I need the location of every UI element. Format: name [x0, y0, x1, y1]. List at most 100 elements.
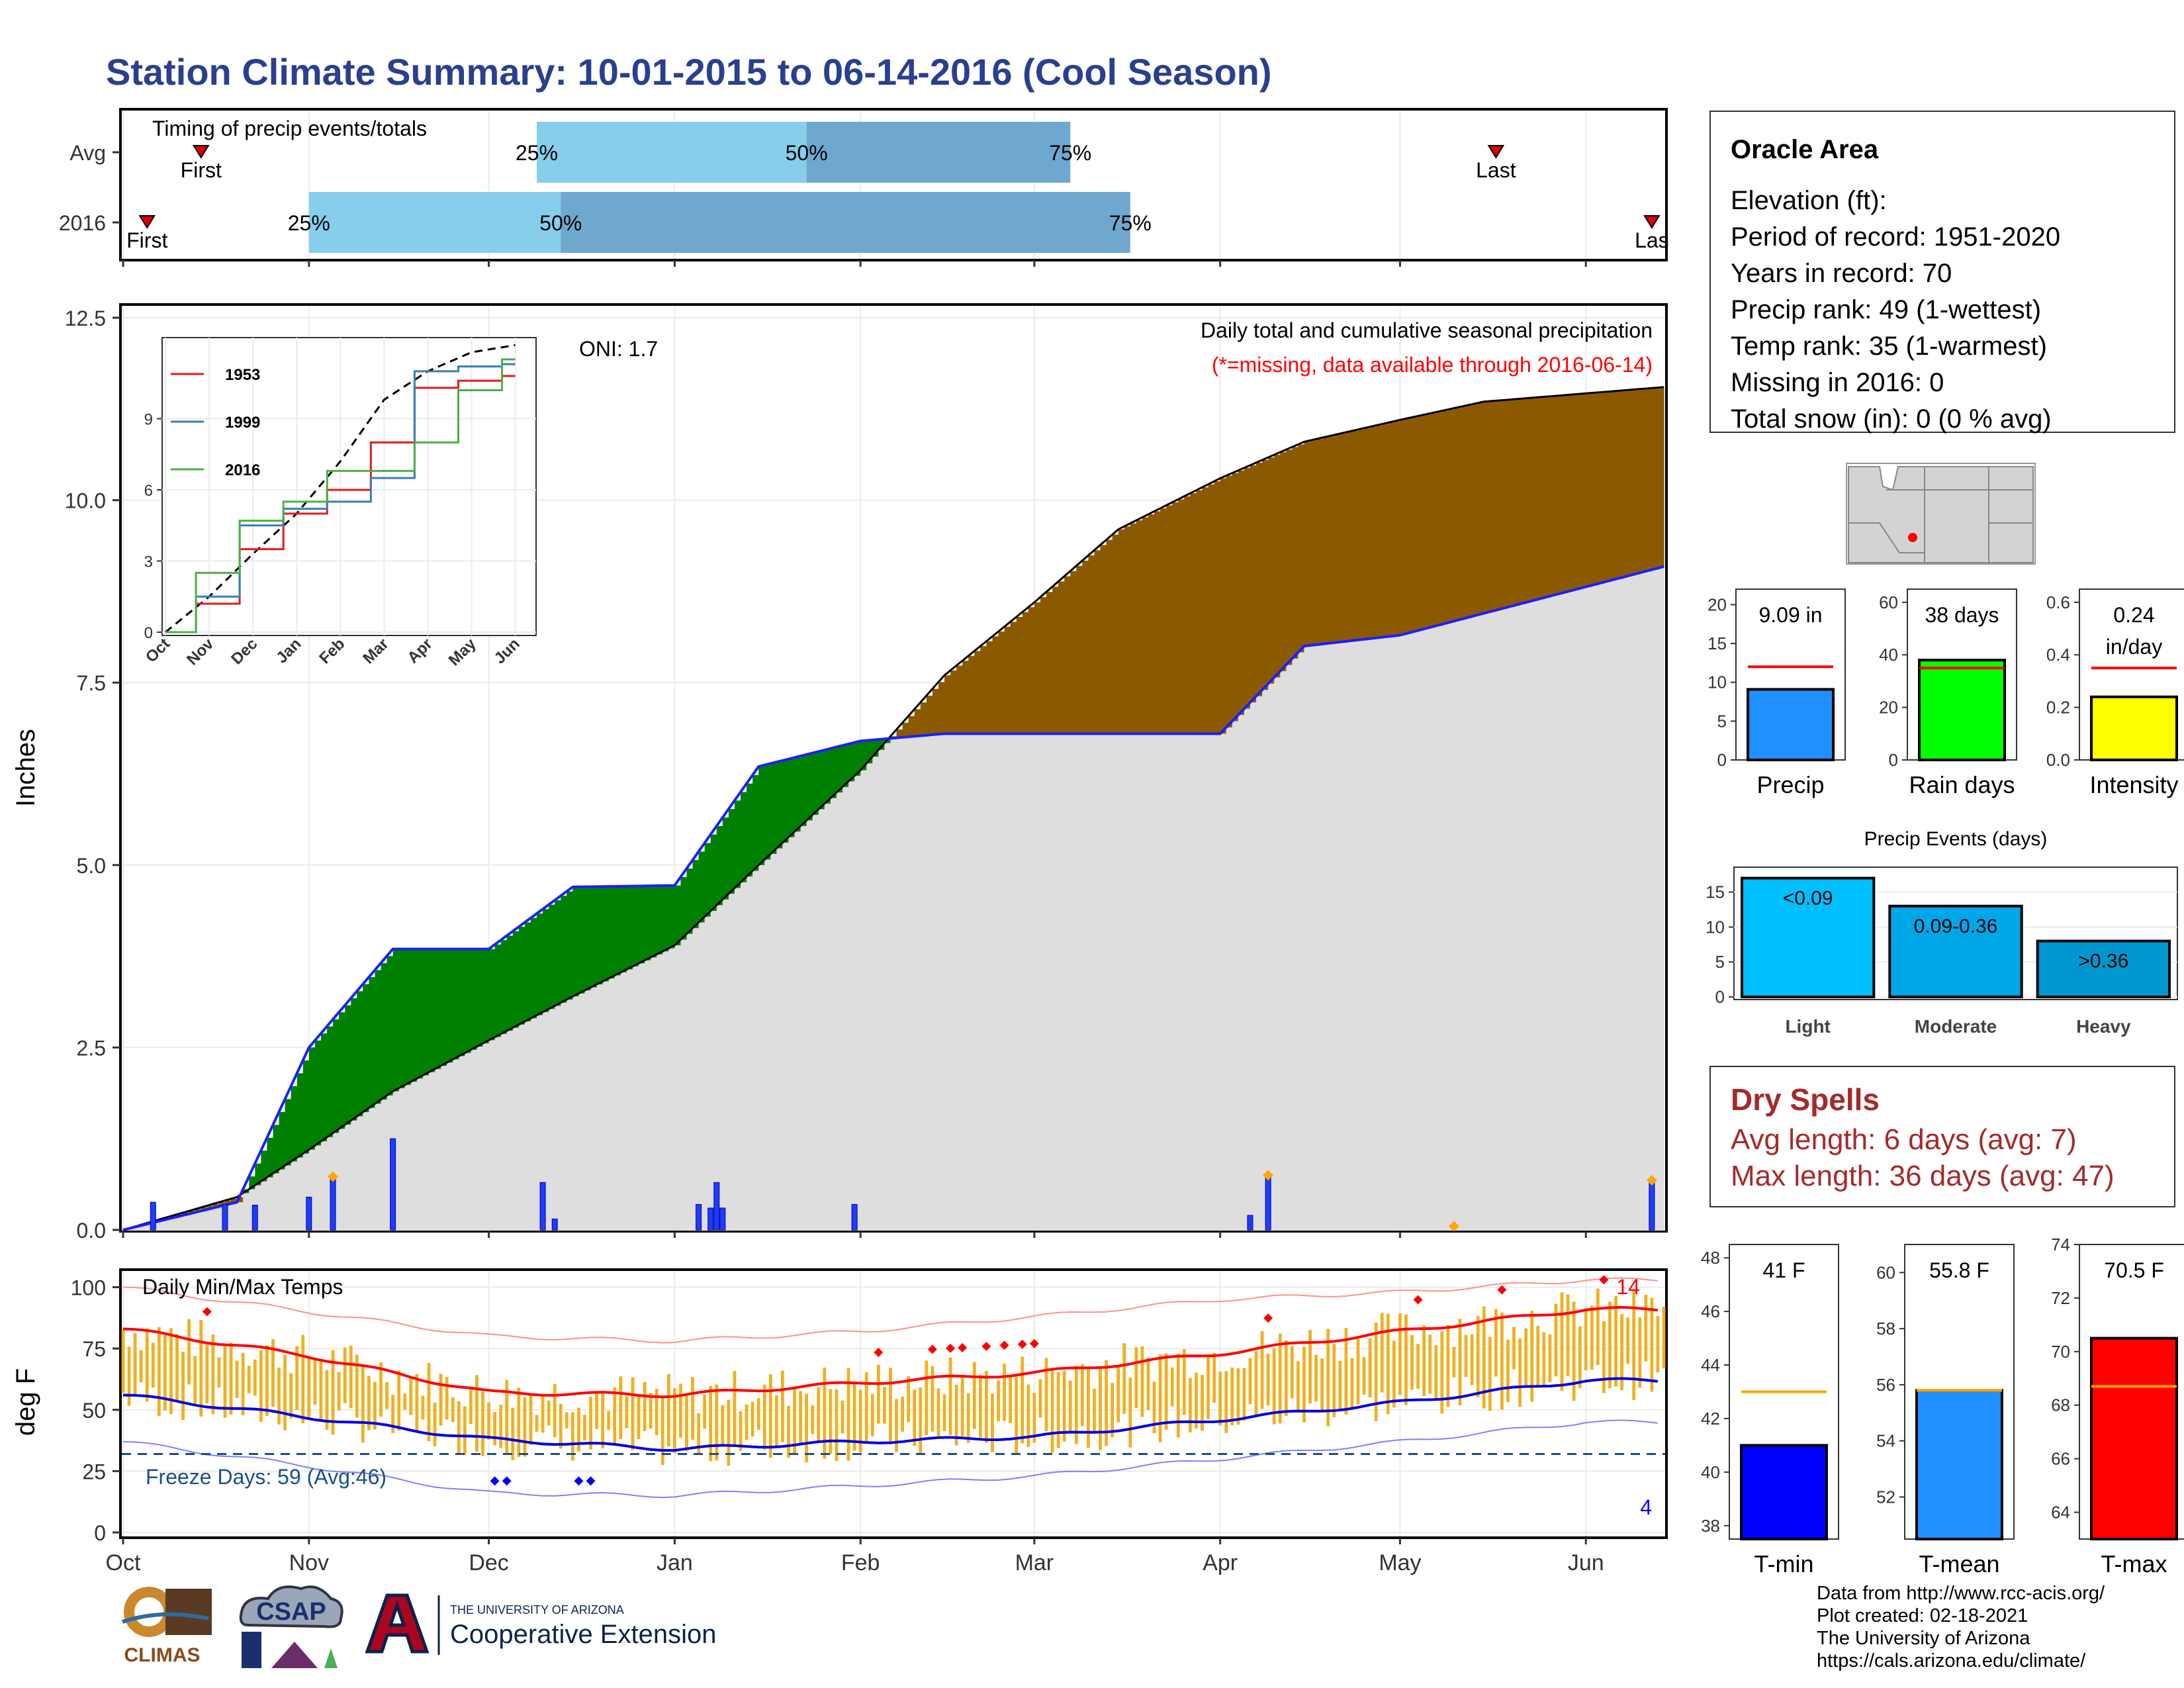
cumulative-base-step	[1580, 588, 1586, 1230]
cumulative-base-step	[872, 757, 879, 1230]
below-average-area	[1400, 420, 1407, 635]
temp-ytick-label: 0	[94, 1521, 106, 1545]
station-precip-rank: Precip rank: 49 (1-wettest)	[1731, 295, 2042, 324]
daily-temp-bar	[1158, 1354, 1162, 1442]
temp-xtick-label: Jun	[1568, 1550, 1604, 1575]
cumulative-base-step	[1160, 733, 1167, 1230]
precip-ytick-label: 10.0	[65, 489, 106, 513]
above-average-area	[639, 886, 645, 964]
daily-temp-bar	[547, 1400, 551, 1426]
daily-temp-bar	[1297, 1361, 1300, 1413]
cumulative-base-step	[369, 1107, 376, 1230]
quartile-label: 75%	[1049, 141, 1091, 165]
daily-temp-bar	[187, 1319, 191, 1385]
cumulative-base-step	[722, 899, 729, 1230]
below-average-area	[1484, 401, 1490, 614]
temp-bar-t-max-ytick-label: 74	[2051, 1235, 2070, 1254]
temp-xtick-label: Oct	[106, 1550, 141, 1575]
below-average-area	[1106, 539, 1113, 734]
cumulative-base-step	[1520, 604, 1527, 1230]
above-average-area	[572, 886, 580, 997]
cumulative-base-step	[537, 1015, 543, 1230]
daily-temp-bar	[1278, 1333, 1282, 1424]
daily-temp-bar	[649, 1393, 653, 1429]
daily-temp-bar	[901, 1396, 904, 1432]
daily-temp-bar	[523, 1397, 527, 1457]
temp-xtick-label: Nov	[289, 1550, 329, 1575]
below-average-area	[920, 702, 927, 736]
dry-avg-length: Avg length: 6 days (avg: 7)	[1731, 1123, 2077, 1156]
cumulative-base-step	[543, 1011, 549, 1230]
cumulative-base-step	[932, 734, 939, 1230]
last-event-label: Las	[1635, 228, 1669, 252]
above-average-area	[788, 759, 796, 837]
temp-bar-t-min-ytick-label: 42	[1701, 1409, 1720, 1429]
temp-bar-t-min-value-bar	[1740, 1444, 1828, 1541]
cumulative-base-step	[1478, 614, 1484, 1230]
temp-bar-t-mean-ytick-label: 52	[1876, 1487, 1895, 1507]
cumulative-base-step	[1435, 626, 1443, 1230]
below-average-area	[1070, 571, 1077, 734]
above-average-area	[512, 931, 520, 1028]
cumulative-base-step	[1184, 733, 1191, 1230]
cumulative-base-step	[314, 1145, 322, 1230]
temp-ylabel: deg F	[11, 1368, 40, 1436]
below-average-area	[1460, 406, 1467, 620]
record-low-count: 4	[1640, 1495, 1652, 1519]
precip-ytick-label: 0.0	[77, 1219, 106, 1243]
daily-temp-bar	[829, 1389, 833, 1454]
cumulative-base-step	[1166, 733, 1173, 1230]
daily-temp-bar	[727, 1399, 731, 1466]
cumulative-base-step	[357, 1116, 363, 1230]
above-average-area	[734, 800, 741, 888]
cumulative-base-step	[896, 737, 903, 1230]
events-bar-moderate	[1888, 904, 2023, 999]
notable-event-marker	[1263, 1170, 1274, 1181]
temp-title: Daily Min/Max Temps	[142, 1275, 343, 1299]
daily-temp-bar	[391, 1395, 395, 1433]
daily-temp-bar	[936, 1388, 940, 1436]
cumulative-base-step	[404, 1084, 412, 1230]
credits-block: Data from http://www.rcc-acis.org/ Plot …	[1817, 1582, 2105, 1672]
cumulative-base-step	[1040, 733, 1047, 1230]
daily-temp-bar	[1308, 1330, 1312, 1404]
daily-temp-bar	[313, 1360, 317, 1405]
above-average-area	[404, 949, 412, 1085]
above-average-area	[422, 949, 430, 1076]
daily-temp-bar	[1482, 1306, 1486, 1409]
cumulative-base-step	[171, 1218, 178, 1230]
dry-max-length: Max length: 36 days (avg: 47)	[1731, 1160, 2115, 1192]
record-high-marker	[1263, 1313, 1273, 1323]
daily-temp-bar	[1254, 1350, 1258, 1416]
below-average-area	[1555, 395, 1563, 595]
daily-temp-bar	[907, 1376, 911, 1423]
quartile-bar-50-75	[561, 192, 1130, 253]
daily-temp-bar	[1021, 1356, 1024, 1444]
daily-temp-bar	[1542, 1332, 1546, 1386]
first-event-marker	[138, 215, 156, 229]
notable-event-marker	[1646, 1175, 1657, 1186]
daily-temp-bar	[199, 1320, 203, 1417]
cumulative-base-step	[734, 888, 741, 1230]
cumulative-base-step	[776, 848, 784, 1230]
above-average-area	[776, 762, 784, 849]
daily-temp-bar	[475, 1375, 478, 1452]
above-average-area	[261, 1150, 268, 1182]
above-average-area	[363, 984, 369, 1113]
cumulative-base-step	[267, 1177, 274, 1230]
daily-temp-bar	[1578, 1326, 1582, 1388]
daily-precip-bar	[306, 1196, 312, 1231]
daily-temp-bar	[1416, 1343, 1420, 1389]
cumulative-base-step	[1555, 594, 1563, 1230]
cumulative-base-step	[1472, 616, 1479, 1230]
cumulative-base-step	[375, 1103, 382, 1230]
temp-xtick-label: Feb	[841, 1550, 880, 1575]
record-high-marker	[1599, 1275, 1609, 1285]
daily-temp-bar	[1362, 1357, 1366, 1395]
daily-temp-bar	[283, 1354, 287, 1430]
cumulative-base-step	[381, 1100, 388, 1230]
cumulative-base-step	[1208, 733, 1215, 1230]
below-average-area	[950, 670, 957, 734]
daily-temp-bar	[127, 1346, 131, 1406]
chart-title: Station Climate Summary: 10-01-2015 to 0…	[106, 51, 1272, 93]
